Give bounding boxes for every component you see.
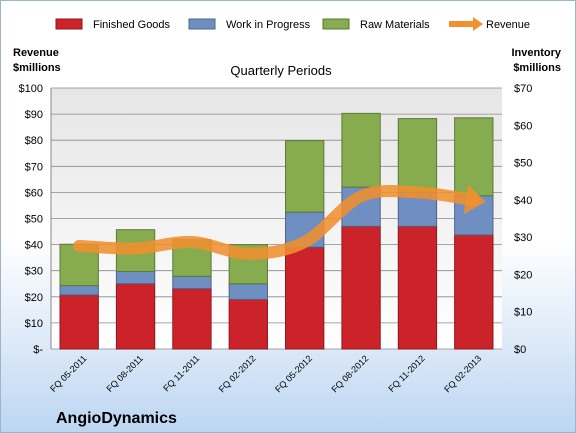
x-axis-tick-label: FQ 02-2012	[217, 353, 258, 394]
x-axis-ticks: FQ 05-2011 FQ 08-2011 FQ 11-2011 FQ 02-2012…	[48, 353, 483, 394]
bar-segment-finished-goods: Finished Goods FQ 08-2011: 17.5	[115, 283, 156, 350]
series-line-revenue	[73, 185, 480, 260]
right-axis-tick-label: $0	[514, 344, 526, 356]
legend-label-finished-goods: Finished Goods	[93, 19, 171, 31]
left-axis-tick-label: $100	[19, 83, 43, 95]
left-axis-tick-label: $60	[25, 187, 43, 199]
legend-swatch-raw-materials	[322, 18, 350, 30]
legend-label-raw-materials: Raw Materials	[360, 19, 430, 31]
left-axis-tick-label: $90	[25, 109, 43, 121]
left-axis-title-line1: Revenue	[13, 47, 59, 59]
bar-segment-finished-goods: Finished Goods FQ 11-2012: 32.9	[397, 225, 438, 350]
bar-segment-finished-goods: Finished Goods FQ 05-2012: 27.3	[285, 246, 325, 350]
bar-segment-raw-materials: Raw Materials FQ 11-2012: 19.8	[397, 118, 438, 193]
right-axis-tick-label: $20	[514, 269, 532, 281]
bar-segment-work-in-progress: Work in Progress FQ 02-2012: 4.2	[228, 283, 268, 300]
left-axis-tick-label: $80	[25, 135, 43, 147]
x-axis-tick-label: FQ 05-2011	[48, 353, 89, 394]
bar-segment-work-in-progress: Work in Progress FQ 08-2011: 3.3	[115, 270, 156, 285]
right-axis-ticks: $0 $10 $20 $30 $40 $50 $60 $70	[514, 83, 532, 356]
x-axis-tick-label: FQ 11-2011	[161, 353, 201, 393]
legend-label-revenue: Revenue	[486, 19, 530, 31]
company-name: AngioDynamics	[56, 410, 177, 427]
stacked-bars: Finished Goods FQ 05-2011: 14.5Work in P…	[59, 112, 494, 350]
bar-segment-raw-materials: Raw Materials FQ 02-2013: 20.9	[454, 117, 494, 197]
left-axis-title-line2: $millions	[13, 62, 61, 74]
x-axis-tick-label: FQ 11-2012	[386, 353, 427, 394]
x-axis-tick-label: FQ 08-2012	[329, 353, 370, 394]
left-axis-tick-label: $20	[25, 292, 43, 304]
bar-segment-finished-goods: Finished Goods FQ 02-2013: 30.6	[454, 234, 494, 350]
right-axis-tick-label: $60	[514, 120, 532, 132]
bar-segment-work-in-progress: Work in Progress FQ 05-2011: 2.5	[59, 285, 99, 296]
left-axis-tick-label: $50	[25, 214, 43, 226]
bar-segment-finished-goods: Finished Goods FQ 11-2011: 16.2	[172, 288, 212, 350]
legend-swatch-finished-goods	[55, 18, 83, 30]
revenue-line-layer	[73, 184, 486, 260]
left-axis-tick-label: $10	[25, 318, 43, 330]
bar-segment-finished-goods: Finished Goods FQ 08-2012: 32.9	[341, 225, 381, 350]
right-axis-tick-label: $50	[514, 158, 532, 170]
bar-segment-finished-goods: Finished Goods FQ 05-2011: 14.5	[59, 294, 99, 350]
chart-subtitle: Quarterly Periods	[230, 63, 332, 78]
legend-swatch-work-in-progress	[188, 18, 216, 30]
left-axis-tick-label: $30	[25, 266, 43, 278]
series-line-arrowhead	[463, 184, 486, 214]
x-axis-tick-label: FQ 08-2011	[104, 353, 145, 394]
bar-segment-raw-materials: Raw Materials FQ 08-2012: 19.8	[341, 112, 381, 188]
bar-segment-finished-goods: Finished Goods FQ 02-2012: 13.3	[228, 298, 268, 350]
left-axis-tick-label: $70	[25, 161, 43, 173]
legend-label-work-in-progress: Work in Progress	[226, 19, 311, 31]
right-axis-title-line1: Inventory	[511, 47, 561, 59]
right-axis-title-line2: $millions	[513, 62, 561, 74]
left-axis-tick-label: $-	[33, 344, 43, 356]
right-axis-tick-label: $70	[514, 83, 532, 95]
left-axis-tick-label: $40	[25, 240, 43, 252]
left-axis-ticks: $- $10 $20 $30 $40 $50 $60 $70 $80 $90 $100	[19, 83, 44, 356]
right-axis-tick-label: $30	[514, 232, 532, 244]
bar-segment-work-in-progress: Work in Progress FQ 11-2011: 3.3	[172, 275, 212, 290]
right-axis-tick-label: $40	[514, 195, 532, 207]
bar-segment-raw-materials: Raw Materials FQ 05-2012: 19.2	[285, 140, 325, 213]
legend-arrowhead	[473, 17, 483, 31]
x-axis-tick-label: FQ 05-2012	[273, 353, 314, 394]
x-axis-tick-label: FQ 02-2013	[442, 353, 483, 394]
right-axis-tick-label: $10	[514, 307, 532, 319]
legend: Finished Goods Work in Progress Raw Materi…	[55, 17, 530, 31]
